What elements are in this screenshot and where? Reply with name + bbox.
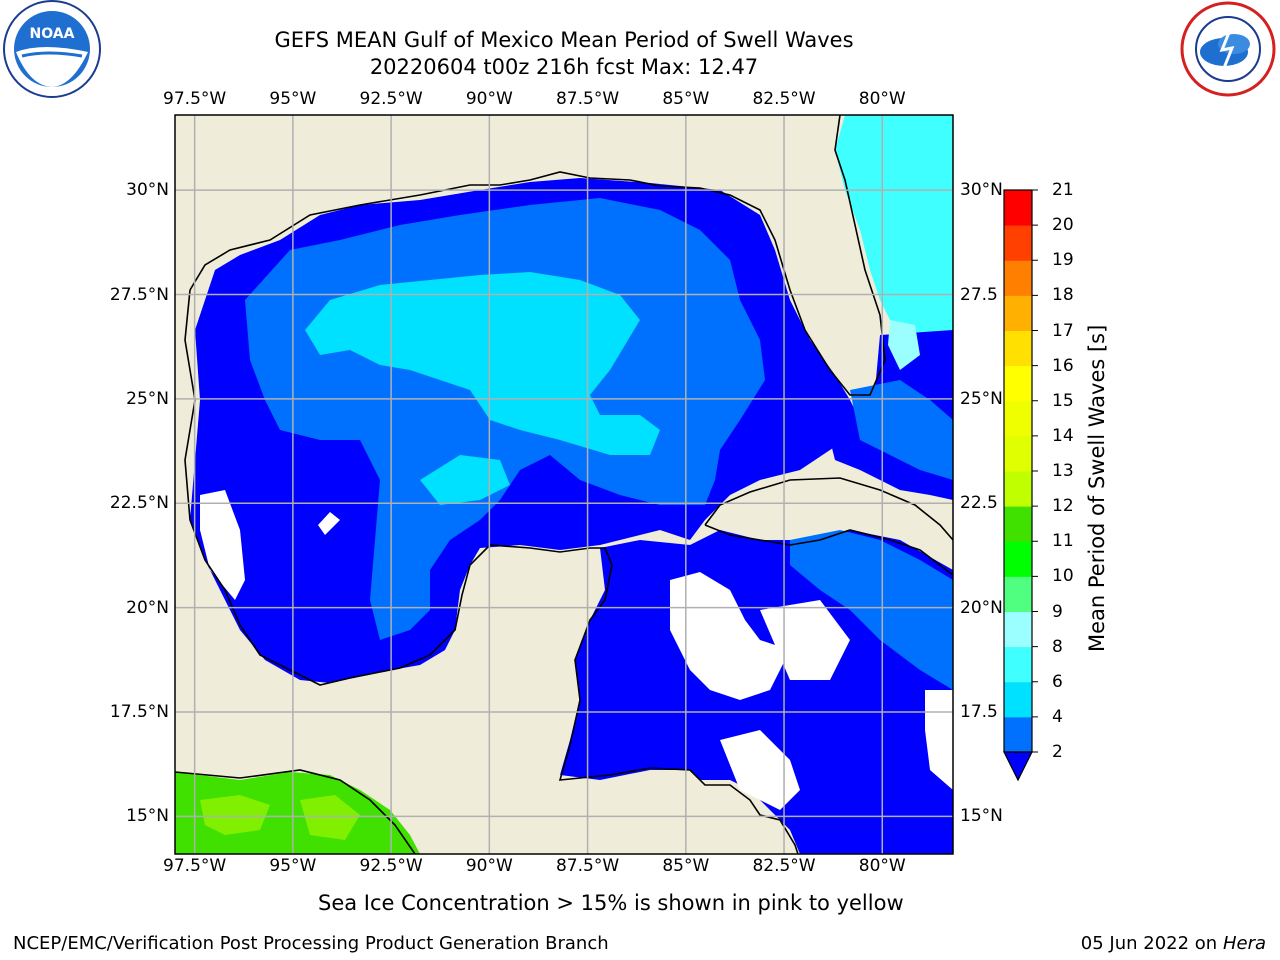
colorbar-swatch [1004,576,1032,612]
missing-data-patch [925,690,953,790]
map-subtitle: 20220604 t00z 216h fcst Max: 12.47 [369,55,759,79]
colorbar-level-label: 4 [1052,706,1063,727]
lat-tick-label-right: 20°N [960,597,1003,618]
lat-tick-label-left: 27.5°N [109,284,169,305]
sea-ice-caption: Sea Ice Concentration > 15% is shown in … [318,891,904,915]
map-frame [174,114,954,855]
colorbar-swatch [1004,365,1032,402]
lat-tick-label-left: 30°N [126,180,169,201]
swell-8-9s-patch [888,320,920,370]
colorbar-level-label: 17 [1052,320,1074,341]
lon-tick-label-bottom: 85°W [662,856,710,876]
missing-data-patch [720,730,800,810]
swell-4-6s-region [305,272,660,455]
colorbar-swatch [1004,400,1032,437]
noaa-logo-text: NOAA [30,26,75,42]
swell-4-6s-patch [420,455,510,505]
colorbar-under-extension [1003,751,1033,782]
lat-tick-label-left: 25°N [126,388,169,409]
noaa-logo: NOAA [2,0,102,100]
lat-tick-label-left: 17.5°N [109,702,169,723]
lon-tick-label-bottom: 90°W [465,856,513,876]
lon-tick-label-top: 97.5°W [163,89,227,109]
colorbar-level-label: 16 [1052,355,1074,376]
missing-data-patch [760,600,850,680]
colorbar-level-label: 6 [1052,671,1063,692]
colorbar-level-label: 13 [1052,461,1074,481]
lat-tick-label-left: 15°N [126,806,169,827]
colorbar-swatch [1004,225,1032,261]
lat-tick-label-right: 22.5 [960,493,998,514]
colorbar-level-label: 18 [1052,285,1074,306]
footer-credit: NCEP/EMC/Verification Post Processing Pr… [13,933,609,954]
colorbar-swatch [1004,190,1032,226]
colorbar-level-label: 11 [1052,531,1074,552]
colorbar-swatch [1004,611,1032,648]
lat-tick-label-right: 15°N [960,806,1003,827]
colorbar-level-label: 8 [1052,636,1063,657]
lat-tick-label-right: 27.5 [960,284,998,305]
colorbar-level-label: 15 [1052,390,1074,411]
colorbar-swatch [1004,435,1032,472]
footer-date: 05 Jun 2022 on Hera [1081,933,1266,954]
colorbar-level-label: 9 [1052,601,1063,622]
lon-tick-label-top: 92.5°W [359,89,423,109]
colorbar-swatch [1004,716,1032,753]
lon-tick-label-top: 85°W [662,89,710,109]
swell-2-4s-caribbean [790,530,953,690]
lon-tick-label-top: 82.5°W [752,89,816,109]
colorbar-swatch [1004,330,1032,367]
lon-tick-label-bottom: 97.5°W [163,856,227,876]
missing-data-patch [318,512,340,535]
colorbar-swatch [1004,646,1032,683]
lon-tick-label-bottom: 95°W [269,856,317,876]
lat-tick-label-right: 30°N [960,180,1003,201]
colorbar-level-label: 10 [1052,566,1074,587]
colorbar-level-label: 20 [1052,215,1074,236]
colorbar-level-label: 12 [1052,496,1074,517]
footer-host: Hera [1222,933,1266,954]
colorbar-swatch [1004,471,1032,507]
coastline [175,115,953,854]
colorbar-swatch [1004,541,1032,577]
map-title: GEFS MEAN Gulf of Mexico Mean Period of … [274,28,854,52]
graticule [175,115,953,854]
lon-tick-label-top: 80°W [858,89,906,109]
lon-tick-label-bottom: 80°W [858,856,906,876]
lon-tick-label-top: 90°W [465,89,513,109]
colorbar-level-label: 14 [1052,425,1074,446]
missing-data-patch [200,490,245,600]
lon-tick-label-bottom: 92.5°W [359,856,423,876]
footer-date-text: 05 Jun 2022 on [1080,933,1218,954]
noaa-logo-icon: NOAA [3,0,101,98]
lat-tick-label-right: 17.5 [960,702,998,723]
colorbar-level-label: 21 [1052,180,1074,200]
colorbar-swatch [1004,681,1032,718]
nws-logo-icon [1180,1,1276,97]
missing-data-patch [670,572,790,700]
lon-tick-label-bottom: 87.5°W [555,856,620,876]
lat-tick-label-right: 25°N [960,388,1003,409]
swell-2-4s-straits [850,380,953,480]
lon-tick-label-bottom: 82.5°W [752,856,816,876]
colorbar-swatch [1004,260,1032,296]
lat-tick-label-left: 20°N [126,597,169,618]
colorbar-swatch [1004,295,1032,331]
nws-logo [1178,0,1278,100]
colorbar [1003,189,1038,782]
pacific-lighter-patch-2 [300,795,360,840]
lon-tick-label-top: 95°W [269,89,317,109]
pacific-lighter-patch [200,795,270,835]
lat-tick-label-left: 22.5°N [109,493,169,514]
colorbar-title: Mean Period of Swell Waves [s] [1085,324,1109,652]
colorbar-swatch [1004,506,1032,542]
lon-tick-label-top: 87.5°W [555,89,620,109]
colorbar-level-label: 2 [1052,742,1063,762]
colorbar-level-label: 19 [1052,250,1074,271]
